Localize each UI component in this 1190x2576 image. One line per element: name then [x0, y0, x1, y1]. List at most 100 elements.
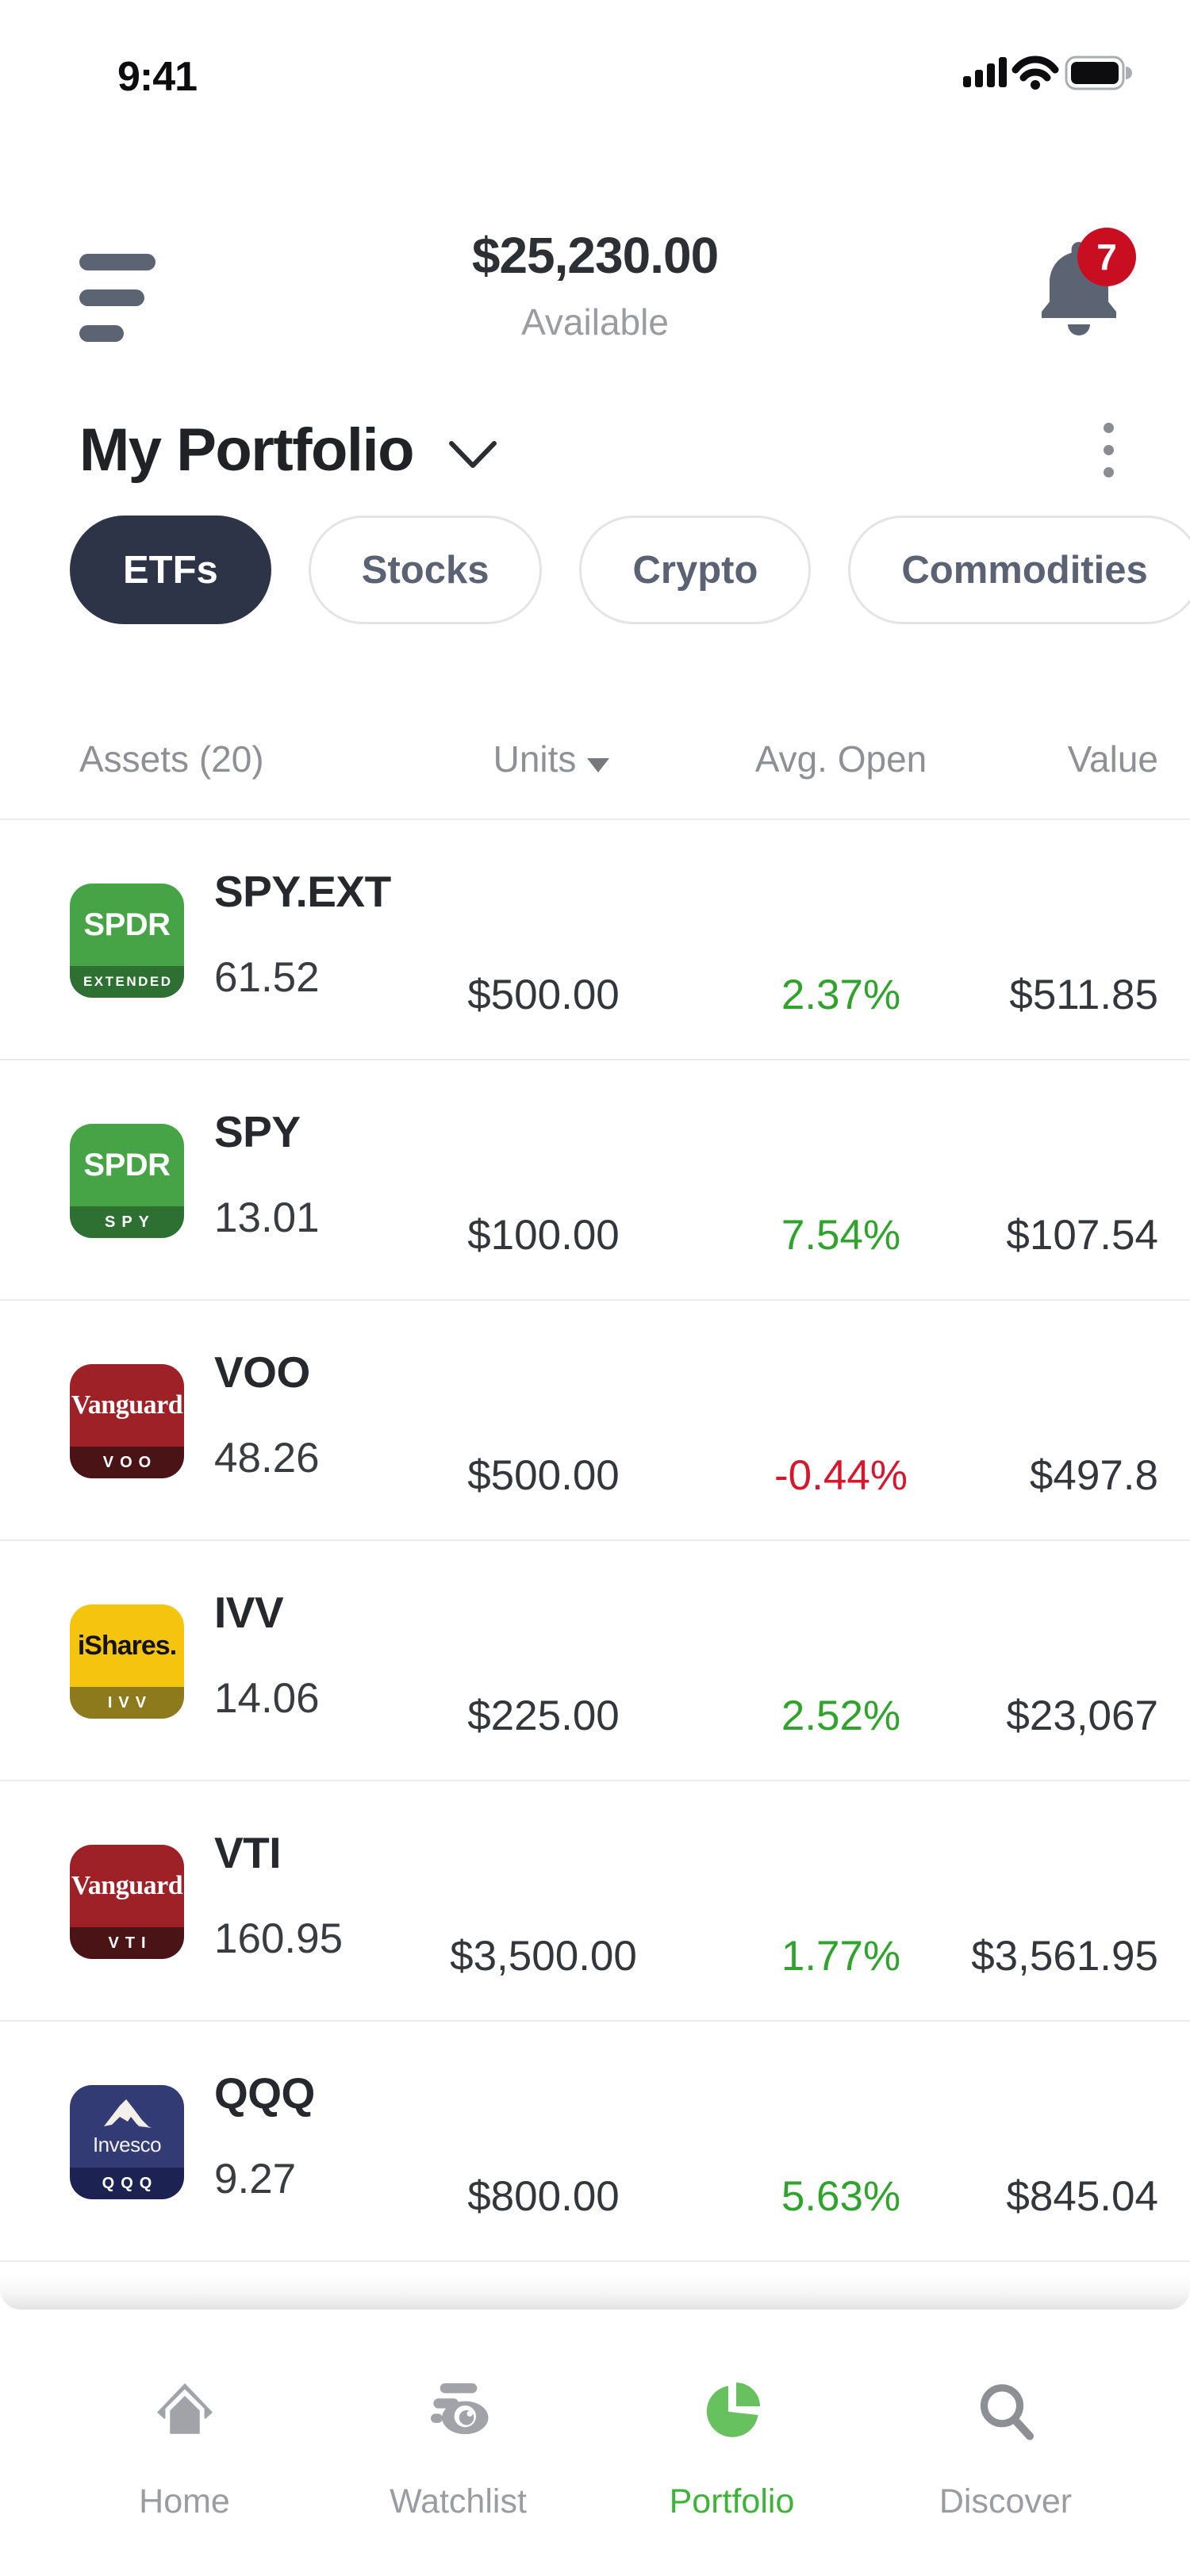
nav-discover[interactable]: Discover — [869, 2379, 1142, 2521]
asset-ticker: IVV — [214, 1588, 284, 1637]
column-units-sort[interactable]: Units — [432, 738, 670, 780]
chip-stocks[interactable]: Stocks — [308, 516, 543, 624]
chip-crypto[interactable]: Crypto — [579, 516, 812, 624]
nav-label: Discover — [939, 2482, 1073, 2520]
asset-ticker: SPY.EXT — [214, 867, 391, 916]
asset-change: 2.37% — [781, 972, 901, 1018]
status-time: 9:41 — [117, 54, 198, 100]
logo-sub: QQQ — [70, 2168, 184, 2199]
asset-ticker: QQQ — [214, 2068, 315, 2118]
asset-change: 5.63% — [781, 2173, 901, 2220]
page-title: My Portfolio — [79, 416, 415, 484]
search-icon — [980, 2384, 1034, 2440]
column-assets: Assets (20) — [79, 738, 264, 780]
asset-ticker: VTI — [214, 1828, 282, 1877]
logo-brand: iShares. — [77, 1630, 177, 1661]
asset-units: 13.01 — [214, 1194, 320, 1241]
home-icon — [156, 2383, 213, 2439]
asset-units: 14.06 — [214, 1675, 320, 1722]
column-value: Value — [1067, 738, 1158, 780]
chevron-down-icon[interactable] — [448, 440, 497, 470]
asset-units: 48.26 — [214, 1435, 320, 1482]
asset-units: 9.27 — [214, 2156, 297, 2202]
pie-chart-icon — [706, 2382, 760, 2437]
vanguard-logo: Vanguard VOO — [70, 1364, 184, 1478]
nav-home[interactable]: Home — [48, 2379, 321, 2521]
more-options-icon[interactable] — [1099, 418, 1119, 482]
column-avg-open: Avg. Open — [754, 738, 927, 780]
nav-watchlist[interactable]: Watchlist — [321, 2379, 595, 2521]
asset-row-ivv[interactable]: iShares. IVV IVV 14.06 $225.00 2.52% $23… — [0, 1541, 1190, 1781]
logo-sub: VOO — [70, 1447, 184, 1478]
wifi-icon — [1012, 56, 1059, 90]
title-row: My Portfolio — [79, 406, 1119, 493]
asset-value: $107.54 — [1006, 1212, 1158, 1259]
logo-sub: SPY — [70, 1206, 184, 1238]
battery-icon — [1065, 56, 1132, 90]
column-units-label: Units — [493, 738, 577, 780]
asset-value: $23,067 — [1006, 1692, 1158, 1739]
asset-change: 2.52% — [781, 1692, 901, 1739]
spdr-logo: SPDR SPY — [70, 1124, 184, 1238]
header: $25,230.00 Available 7 — [0, 226, 1190, 369]
logo-brand: SPDR — [83, 1147, 171, 1183]
asset-ticker: VOO — [214, 1347, 310, 1397]
nav-label: Portfolio — [669, 2482, 795, 2520]
asset-change: -0.44% — [774, 1452, 908, 1499]
logo-brand: Vanguard — [71, 1871, 183, 1900]
logo-brand: SPDR — [83, 907, 171, 942]
ishares-logo: iShares. IVV — [70, 1604, 184, 1719]
nav-label: Home — [139, 2482, 230, 2520]
asset-ticker: SPY — [214, 1107, 301, 1156]
logo-sub: IVV — [70, 1687, 184, 1719]
status-icons — [944, 55, 1150, 97]
logo-sub: VTI — [70, 1927, 184, 1959]
menu-hamburger-icon[interactable] — [79, 254, 159, 345]
table-header: Assets (20) Units Avg. Open Value — [0, 738, 1190, 785]
asset-amount: $225.00 — [467, 1692, 620, 1739]
asset-row-vti[interactable]: Vanguard VTI VTI 160.95 $3,500.00 1.77% … — [0, 1781, 1190, 2022]
notification-badge: 7 — [1077, 228, 1136, 286]
asset-value: $497.8 — [1029, 1452, 1158, 1499]
notifications-button[interactable]: 7 — [1038, 228, 1136, 358]
nav-label: Watchlist — [390, 2482, 527, 2520]
asset-row-spy[interactable]: SPDR SPY SPY 13.01 $100.00 7.54% $107.54 — [0, 1060, 1190, 1301]
chip-etfs[interactable]: ETFs — [70, 516, 271, 624]
filter-chips: ETFs Stocks Crypto Commodities — [70, 516, 1190, 624]
invesco-mountain-icon — [104, 2099, 152, 2128]
cellular-signal-icon — [963, 57, 1007, 87]
asset-amount: $500.00 — [467, 972, 620, 1018]
asset-amount: $500.00 — [467, 1452, 620, 1499]
asset-value: $511.85 — [1009, 972, 1158, 1018]
balance-label: Available — [521, 301, 669, 343]
spdr-extended-logo: SPDR EXTENDED — [70, 884, 184, 998]
bottom-navigation: Home Watchlist Port — [0, 2275, 1190, 2576]
status-bar: 9:41 — [0, 44, 1190, 107]
nav-portfolio[interactable]: Portfolio — [595, 2379, 869, 2521]
asset-amount: $800.00 — [467, 2173, 620, 2220]
asset-amount: $3,500.00 — [450, 1933, 637, 1980]
asset-amount: $100.00 — [467, 1212, 620, 1259]
asset-value: $3,561.95 — [971, 1933, 1158, 1980]
logo-brand: Invesco — [92, 2132, 162, 2156]
balance-block: $25,230.00 Available — [0, 226, 1190, 343]
chip-commodities[interactable]: Commodities — [848, 516, 1190, 624]
sort-descending-icon — [587, 757, 610, 772]
asset-change: 1.77% — [781, 1933, 901, 1980]
asset-units: 61.52 — [214, 954, 320, 1001]
asset-row-spy-ext[interactable]: SPDR EXTENDED SPY.EXT 61.52 $500.00 2.37… — [0, 820, 1190, 1060]
asset-row-voo[interactable]: Vanguard VOO VOO 48.26 $500.00 -0.44% $4… — [0, 1301, 1190, 1541]
logo-sub: EXTENDED — [70, 966, 184, 998]
asset-list: SPDR EXTENDED SPY.EXT 61.52 $500.00 2.37… — [0, 818, 1190, 2262]
asset-units: 160.95 — [214, 1915, 344, 1962]
signal-wifi-battery-icons — [963, 56, 1132, 90]
asset-change: 7.54% — [781, 1212, 901, 1259]
available-balance: $25,230.00 — [471, 227, 719, 284]
watchlist-eye-icon — [430, 2383, 488, 2435]
asset-row-qqq[interactable]: Invesco QQQ QQQ 9.27 $800.00 5.63% $845.… — [0, 2022, 1190, 2262]
asset-value: $845.04 — [1006, 2173, 1158, 2220]
invesco-logo: Invesco QQQ — [70, 2085, 184, 2199]
vanguard-logo: Vanguard VTI — [70, 1845, 184, 1959]
logo-brand: Vanguard — [71, 1390, 183, 1420]
